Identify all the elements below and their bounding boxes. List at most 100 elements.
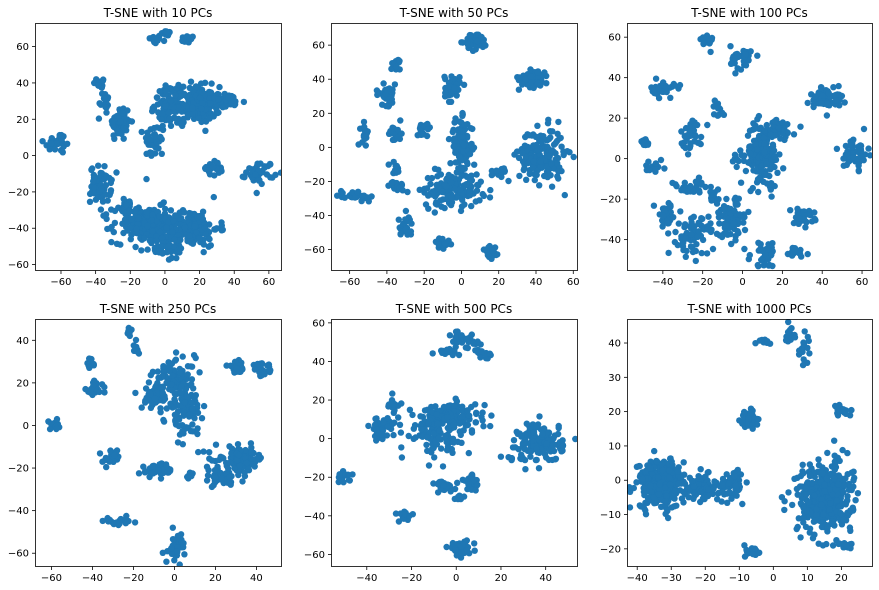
y-tick-label: −40 — [8, 506, 29, 517]
scatter-point — [156, 228, 164, 236]
scatter-point — [824, 523, 831, 531]
x-tick-label: −60 — [41, 573, 62, 584]
scatter-point — [678, 128, 685, 135]
scatter-point — [435, 434, 443, 442]
scatter-point — [533, 133, 540, 141]
scatter-point — [539, 430, 546, 438]
scatter-point — [661, 165, 668, 172]
scatter-point — [754, 261, 761, 269]
scatter-point — [107, 225, 114, 232]
x-tick-label: 20 — [209, 573, 222, 584]
scatter-point — [463, 336, 471, 343]
scatter-point — [494, 251, 501, 258]
scatter-point — [481, 401, 488, 409]
scatter-point — [819, 542, 827, 549]
scatter-point — [424, 185, 431, 192]
scatter-point — [425, 419, 432, 427]
scatter-point — [656, 485, 663, 492]
scatter-point — [263, 171, 271, 178]
scatter-point — [217, 453, 224, 460]
scatter-point — [848, 469, 855, 476]
scatter-point — [823, 112, 831, 119]
axes-frame — [627, 23, 873, 271]
scatter-point — [797, 123, 804, 130]
scatter-point — [480, 40, 487, 47]
y-tick-label: 0 — [23, 151, 29, 162]
scatter-point — [422, 201, 430, 208]
scatter-point — [695, 228, 702, 235]
scatter-point — [464, 160, 471, 168]
scatter-point — [431, 454, 438, 461]
scatter-point — [791, 475, 798, 482]
scatter-point — [160, 418, 168, 425]
scatter-point — [711, 478, 718, 485]
scatter-point — [96, 450, 104, 457]
scatter-point — [846, 524, 854, 531]
scatter-point — [698, 249, 705, 257]
scatter-point — [785, 319, 792, 326]
scatter-point — [642, 468, 649, 475]
scatter-point — [665, 249, 672, 257]
subplot-3: T-SNE with 100 PCs−40 −20 0 20 40 60−40−20020… — [600, 6, 873, 288]
x-tick-label: 0 — [171, 573, 177, 584]
scatter-point — [179, 353, 186, 360]
scatter-point — [548, 160, 555, 167]
scatter-point — [412, 434, 419, 441]
scatter-point — [538, 138, 545, 145]
scatter-point — [787, 207, 794, 214]
x-tick-label: −20 — [695, 573, 716, 584]
scatter-point — [543, 440, 550, 447]
scatter-point — [272, 171, 279, 178]
scatter-point — [454, 479, 461, 486]
scatter-point — [682, 144, 689, 152]
y-tick-label: −20 — [600, 544, 621, 555]
scatter-point — [465, 481, 472, 488]
scatter-point — [218, 476, 226, 483]
scatter-point — [111, 219, 119, 227]
scatter-point — [247, 440, 255, 447]
subplot-2: T-SNE with 50 PCs−60 −40 −20 0 20 40 60−60−40−… — [304, 6, 580, 288]
scatter-point — [172, 92, 179, 99]
scatter-point — [534, 69, 542, 76]
y-tick-label: 40 — [16, 336, 29, 347]
scatter-point — [633, 479, 640, 486]
scatter-point — [447, 160, 454, 167]
scatter-point — [656, 480, 663, 488]
scatter-point — [164, 468, 172, 476]
scatter-point — [680, 459, 687, 466]
scatter-point — [355, 141, 362, 148]
y-tick-label: 0 — [23, 421, 29, 432]
scatter-point — [731, 473, 738, 480]
scatter-point — [180, 408, 187, 415]
scatter-point — [142, 468, 149, 475]
scatter-point — [135, 470, 143, 477]
scatter-point — [749, 184, 756, 192]
scatter-point — [133, 225, 140, 232]
scatter-point — [405, 432, 412, 440]
scatter-point — [162, 88, 170, 95]
scatter-point — [734, 65, 741, 72]
scatter-point — [474, 38, 481, 45]
scatter-point — [837, 509, 844, 517]
scatter-point — [739, 152, 746, 159]
scatter-point — [198, 89, 206, 96]
scatter-point — [389, 390, 396, 397]
x-tick-label: −60 — [339, 277, 360, 288]
scatter-point — [437, 171, 445, 178]
scatter-point — [176, 369, 184, 376]
scatter-point — [700, 40, 707, 48]
scatter-point — [518, 451, 525, 458]
scatter-point — [196, 369, 203, 376]
scatter-point — [493, 167, 500, 174]
scatter-point — [188, 376, 196, 383]
scatter-point — [147, 470, 154, 477]
scatter-point — [487, 422, 494, 430]
scatter-point — [132, 389, 139, 397]
scatter-point — [460, 141, 468, 149]
scatter-point — [750, 120, 757, 127]
scatter-point — [138, 128, 145, 136]
scatter-point — [842, 475, 849, 482]
scatter-point — [211, 172, 218, 179]
x-tick-label: 0 — [770, 573, 776, 584]
scatter-points — [627, 319, 862, 560]
